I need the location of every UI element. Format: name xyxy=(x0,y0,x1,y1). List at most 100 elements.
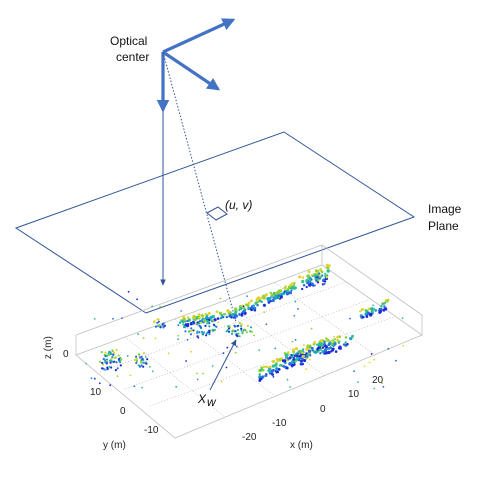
cloud-point xyxy=(306,281,309,285)
cloud-point xyxy=(325,276,328,279)
cloud-point xyxy=(316,281,320,284)
cloud-point xyxy=(323,342,326,346)
cloud-point xyxy=(111,349,114,352)
cloud-point xyxy=(365,315,369,318)
cloud-point xyxy=(385,299,389,303)
point-cloud xyxy=(85,263,404,390)
cloud-point xyxy=(254,301,258,305)
cloud-point xyxy=(363,365,366,368)
cloud-point xyxy=(208,329,211,332)
cloud-point xyxy=(258,373,262,376)
cloud-point xyxy=(274,294,278,298)
cloud-point xyxy=(217,321,220,324)
cloud-point xyxy=(142,352,145,355)
cloud-point xyxy=(145,362,148,365)
cloud-point xyxy=(272,376,275,378)
cloud-point xyxy=(275,368,279,372)
cloud-point xyxy=(291,360,295,365)
cloud-point xyxy=(262,303,266,307)
cloud-point xyxy=(225,330,228,333)
cloud-point xyxy=(339,347,342,350)
cloud-point xyxy=(260,366,264,370)
cloud-point xyxy=(202,372,204,375)
image-plane-label: Image xyxy=(428,202,462,216)
cloud-point xyxy=(362,315,365,319)
cloud-point xyxy=(294,300,297,303)
cloud-point xyxy=(205,332,208,335)
cloud-point xyxy=(311,273,314,276)
cloud-point xyxy=(153,320,156,323)
cloud-point xyxy=(244,311,247,315)
optical-center-label: Optical xyxy=(110,34,147,48)
cloud-point xyxy=(144,356,147,358)
cloud-point xyxy=(325,263,330,268)
cloud-point xyxy=(333,338,337,341)
cloud-point xyxy=(234,314,239,318)
cloud-point xyxy=(198,331,201,334)
cloud-point xyxy=(186,316,190,319)
cloud-point xyxy=(104,355,107,358)
image-plane-label-line2: Plane xyxy=(428,219,459,233)
cloud-point xyxy=(373,358,375,361)
cloud-point xyxy=(262,294,265,298)
cloud-point xyxy=(264,374,268,378)
pixel-coord-label: (u, v) xyxy=(225,198,252,212)
cloud-point xyxy=(237,324,240,327)
cloud-point xyxy=(113,352,116,355)
cloud-point xyxy=(213,328,216,332)
cloud-point xyxy=(277,294,280,297)
cloud-point xyxy=(316,348,319,351)
cloud-point xyxy=(233,307,238,311)
cloud-point xyxy=(106,366,109,369)
cloud-point xyxy=(252,307,256,311)
cloud-point xyxy=(135,357,138,360)
cloud-point xyxy=(255,297,259,301)
x-axis-label: x (m) xyxy=(290,440,313,451)
cloud-point xyxy=(317,279,320,282)
cloud-point xyxy=(269,300,272,303)
y-tick-minus10: -10 xyxy=(144,425,159,436)
cloud-point xyxy=(291,340,294,343)
cloud-point xyxy=(307,280,310,283)
x-tick-0: 0 xyxy=(320,404,326,415)
cloud-point xyxy=(98,360,102,363)
cloud-point xyxy=(270,293,274,297)
cloud-point xyxy=(305,352,308,355)
cloud-point xyxy=(260,300,263,304)
cloud-point xyxy=(142,365,145,368)
cloud-point xyxy=(261,375,265,379)
cloud-point xyxy=(367,307,371,311)
cloud-point xyxy=(227,325,230,328)
cloud-point xyxy=(319,352,322,355)
cloud-point xyxy=(314,278,317,281)
cloud-point xyxy=(109,384,112,387)
cloud-point xyxy=(269,291,272,295)
cloud-point xyxy=(265,365,269,369)
cloud-point xyxy=(305,368,307,370)
cloud-point xyxy=(289,386,291,388)
cloud-point xyxy=(246,295,249,298)
cloud-point xyxy=(226,346,229,349)
cloud-point xyxy=(320,338,324,343)
cloud-point xyxy=(222,313,225,316)
cloud-point xyxy=(220,380,223,383)
cloud-point xyxy=(314,270,318,273)
cloud-point xyxy=(112,317,114,320)
cloud-point xyxy=(291,348,295,352)
cloud-point xyxy=(110,359,113,362)
cloud-point xyxy=(219,316,223,320)
cloud-point xyxy=(327,350,331,355)
cloud-point xyxy=(359,310,362,313)
cloud-point xyxy=(263,311,266,313)
cloud-point xyxy=(283,290,286,293)
world-point-label: X xyxy=(197,392,207,406)
cloud-point xyxy=(271,359,276,364)
cloud-point xyxy=(115,348,118,352)
cloud-point xyxy=(105,361,109,364)
cloud-point xyxy=(177,338,180,340)
cloud-point xyxy=(287,285,291,289)
cloud-point xyxy=(338,335,341,338)
cloud-point xyxy=(186,338,189,341)
cloud-point xyxy=(196,372,199,375)
cloud-point xyxy=(296,352,299,355)
